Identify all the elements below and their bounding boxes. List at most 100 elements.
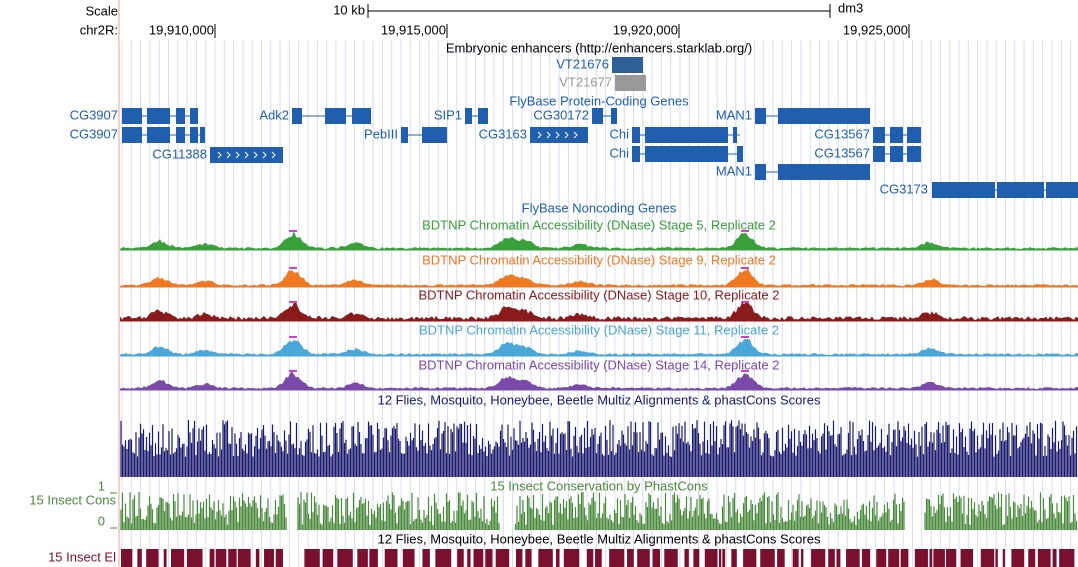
element (304, 549, 320, 567)
element (357, 549, 368, 567)
element (960, 549, 974, 567)
clip-mark (289, 267, 297, 269)
element (933, 549, 945, 567)
element (811, 549, 826, 567)
track-title: BDTNP Chromatin Accessibility (DNase) St… (422, 217, 776, 232)
element (586, 549, 594, 567)
gene-label: CG13567 (814, 126, 870, 141)
chrom-label: chr2R: (80, 22, 118, 37)
element (121, 549, 133, 567)
element (563, 549, 580, 567)
gene-exon (200, 127, 205, 143)
clip-mark (289, 336, 297, 338)
enhancer (612, 57, 643, 73)
gene-exon (478, 108, 488, 124)
scale-label: Scale (85, 3, 118, 18)
element (718, 549, 722, 567)
element (495, 549, 510, 567)
element (209, 549, 215, 567)
gene-label: CG3163 (479, 126, 527, 141)
gene-label: Chi (609, 145, 629, 160)
track-title: BDTNP Chromatin Accessibility (DNase) St… (422, 252, 776, 267)
gene-label: CG13567 (814, 145, 870, 160)
element (485, 549, 493, 567)
gene-label: CG3907 (70, 107, 118, 122)
gene-exon (465, 108, 472, 124)
gene-exon (1046, 182, 1078, 198)
gene-exon (401, 127, 408, 143)
element (995, 549, 998, 567)
gene-exon (190, 108, 198, 124)
gene-exon (325, 108, 346, 124)
signal (120, 231, 1078, 250)
element (237, 549, 251, 567)
gene-exon (190, 127, 198, 143)
gene-exon (292, 108, 302, 124)
element (515, 549, 523, 567)
element (777, 549, 785, 567)
element (836, 549, 841, 567)
gene-exon (890, 127, 903, 143)
gene-label: CG30172 (533, 107, 589, 122)
clip-mark (289, 230, 297, 232)
signal (120, 338, 1078, 356)
gene-exon (422, 127, 447, 143)
gene-exon (755, 108, 766, 124)
strand-arrow (546, 131, 551, 139)
gene-exon (873, 127, 885, 143)
element (743, 549, 757, 567)
gene-exon (778, 164, 870, 180)
clip-mark (741, 230, 749, 232)
element (609, 549, 625, 567)
gene-exon (592, 108, 603, 124)
element (264, 549, 275, 567)
element (595, 549, 602, 567)
gene-exon (122, 108, 142, 124)
gene-exon (147, 127, 170, 143)
element (369, 549, 378, 567)
clip-mark (741, 370, 749, 372)
element (137, 549, 142, 567)
scale-span: 10 kb (333, 2, 365, 17)
track-title: BDTNP Chromatin Accessibility (DNase) St… (418, 287, 779, 302)
multiz-signal (120, 420, 1078, 477)
element (1037, 549, 1051, 567)
signal (120, 268, 1078, 287)
gene-exon (632, 127, 640, 143)
track-label: 15 Insect Cons (29, 492, 116, 507)
gene-exon (778, 108, 870, 124)
strand-arrow (262, 151, 267, 159)
clip-mark (289, 301, 297, 303)
gene-label: SIP1 (434, 107, 462, 122)
track-label: 15 Insect El (48, 549, 116, 564)
element (457, 549, 464, 567)
element (215, 549, 227, 567)
clip-mark (741, 301, 749, 303)
element (435, 549, 452, 567)
gene-exon (611, 108, 617, 124)
track-title: FlyBase Protein-Coding Genes (509, 93, 689, 108)
element (900, 549, 909, 567)
gene-exon (645, 146, 728, 162)
element (322, 549, 334, 567)
element (888, 549, 900, 567)
element (731, 549, 737, 567)
strand-arrow (564, 131, 569, 139)
element (525, 549, 532, 567)
enhancer (615, 75, 646, 91)
track-title: FlyBase Noncoding Genes (522, 200, 677, 215)
conservation-signal (120, 492, 1078, 530)
element (637, 549, 650, 567)
element (914, 549, 928, 567)
element (422, 549, 430, 567)
position: 19,910,000 (149, 22, 214, 37)
enhancer-label: VT21677 (559, 74, 612, 89)
element (1028, 549, 1036, 567)
position: 19,920,000 (613, 22, 678, 37)
element (1002, 549, 1005, 567)
position: 19,915,000 (381, 22, 446, 37)
gene-exon (176, 108, 185, 124)
enhancer-label: VT21676 (556, 56, 609, 71)
gene-exon (997, 182, 1044, 198)
